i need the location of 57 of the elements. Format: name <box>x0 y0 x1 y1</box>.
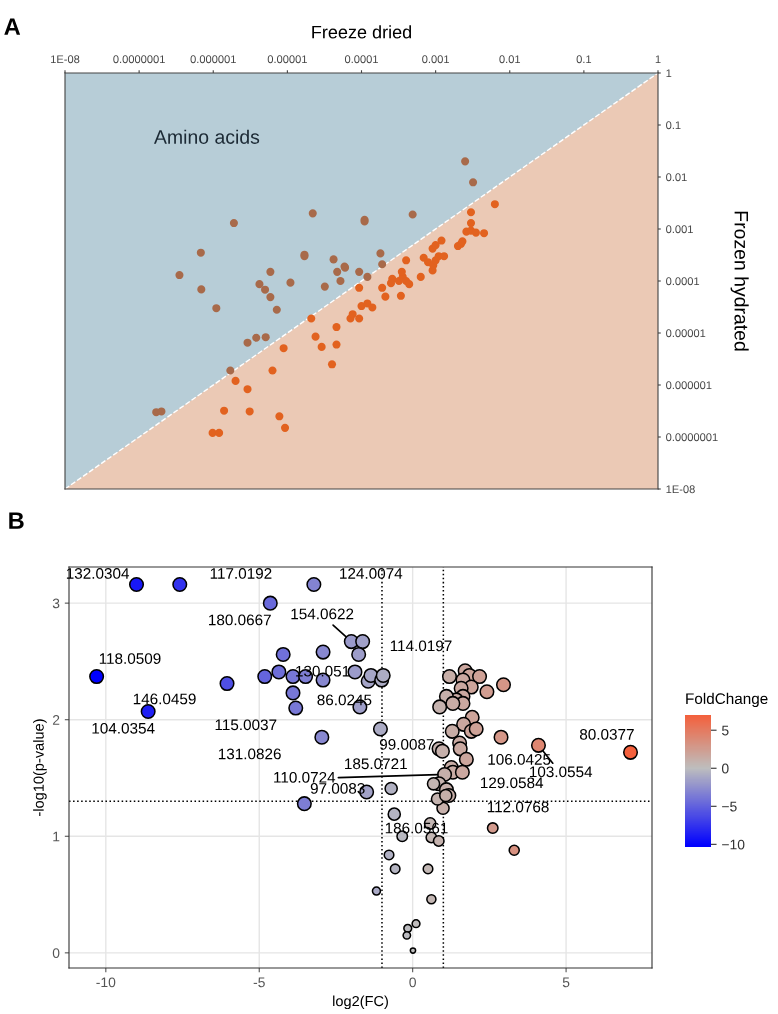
x-tick-label: 0 <box>409 977 416 988</box>
annotation: 129.0584 <box>481 777 544 789</box>
x-tick-label: 0.00001 <box>267 55 307 64</box>
y-tick-label: 1 <box>666 69 672 78</box>
y-tick-label: 0.000001 <box>666 381 712 390</box>
annotation: 99.0087 <box>379 738 434 750</box>
annotation: 132.0304 <box>66 568 130 579</box>
color-bar-label: −5 <box>722 801 737 812</box>
color-bar-title: FoldChange <box>686 692 768 708</box>
annotation: 185.0721 <box>345 758 407 770</box>
x-tick-label: 1 <box>655 55 661 64</box>
x-tick-label: 0.0001 <box>344 55 378 64</box>
annotation: 117.0192 <box>210 568 272 579</box>
annotation: 124.0074 <box>340 568 403 579</box>
x-tick-label: -5 <box>253 977 265 988</box>
annotation: 131.0826 <box>218 748 281 760</box>
annotation: 104.0354 <box>92 722 155 734</box>
color-bar-label: 0 <box>721 763 729 774</box>
y-axis-title: -log10(p-value) <box>33 719 47 816</box>
annotation: 80.0377 <box>579 728 634 740</box>
y-tick-label: 0.01 <box>666 173 687 182</box>
annotation: 86.0245 <box>317 694 372 706</box>
annotation: 154.0622 <box>291 608 354 620</box>
annotation: 110.0724 <box>274 771 336 783</box>
chart-title: B <box>9 512 24 529</box>
x-tick-label: 0.000001 <box>190 55 236 64</box>
x-tick-label: 5 <box>562 977 570 988</box>
y-tick-label: 0.1 <box>666 121 681 130</box>
y-tick-label: 0.0001 <box>666 277 700 286</box>
annotation: 180.0667 <box>209 614 271 626</box>
x-tick-label: -10 <box>96 977 116 988</box>
annotation: 115.0037 <box>215 719 277 731</box>
x-tick-label: 0.001 <box>422 55 449 64</box>
y-tick-label: 1 <box>53 831 60 842</box>
annotation: 114.0197 <box>390 640 452 652</box>
x-axis-title: Freeze dried <box>312 25 412 39</box>
annotation: Amino acids <box>153 129 260 144</box>
y-tick-label: 3 <box>52 598 60 609</box>
x-tick-label: 0.0000001 <box>113 55 165 64</box>
chart-title: A <box>4 18 21 35</box>
y-tick-label: 0.0000001 <box>666 433 718 442</box>
annotation: 146.0459 <box>133 693 196 705</box>
y-tick-label: 0.001 <box>666 225 693 234</box>
y-tick-label: 0 <box>52 948 60 959</box>
annotation: 103.0554 <box>530 766 593 778</box>
y-tick-label: 2 <box>52 715 60 725</box>
x-axis-title: log2(FC) <box>333 995 388 1010</box>
y-tick-label: 0.00001 <box>666 329 706 338</box>
x-tick-label: 0.01 <box>499 55 521 64</box>
annotation: 106.0425 <box>488 754 551 765</box>
annotation: 112.0768 <box>487 801 549 813</box>
x-tick-label: 0.1 <box>576 55 592 64</box>
y-axis-title: Frozen hydrated <box>730 211 749 351</box>
color-bar-label: −10 <box>722 839 745 850</box>
color-bar-label: 5 <box>721 725 729 736</box>
annotation: 118.0509 <box>99 653 161 665</box>
y-tick-label: 1E-08 <box>666 485 695 494</box>
